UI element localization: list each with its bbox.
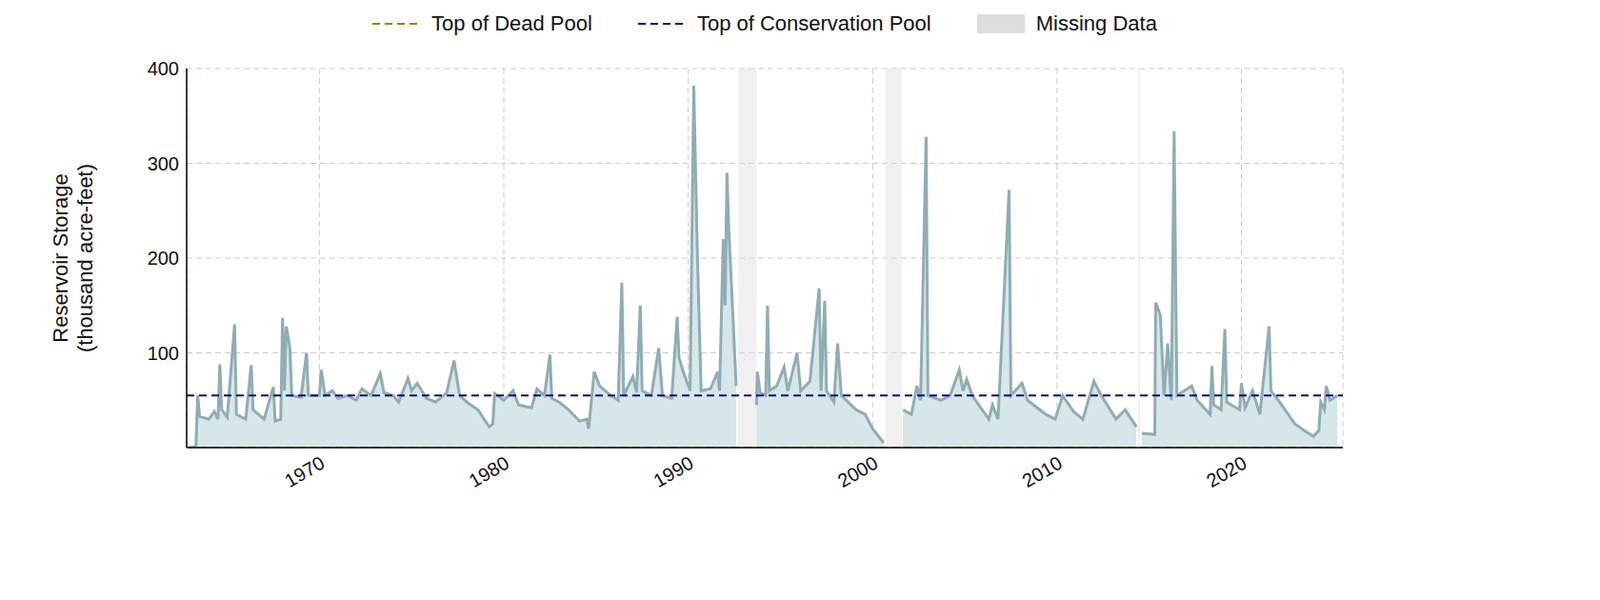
svg-text:200: 200: [147, 247, 180, 269]
svg-text:2020: 2020: [1202, 452, 1251, 492]
svg-text:300: 300: [147, 153, 180, 175]
svg-text:1990: 1990: [649, 452, 698, 492]
svg-text:2010: 2010: [1018, 452, 1066, 492]
html-text:Missing Data: Missing Data: [1035, 11, 1158, 36]
html-text:(thousand acre-feet): (thousand acre-feet): [73, 163, 98, 353]
svg-text:2000: 2000: [834, 452, 882, 492]
svg-text:100: 100: [147, 342, 180, 364]
svg-text:1970: 1970: [280, 452, 329, 492]
html-text:Top of Dead Pool: Top of Dead Pool: [431, 11, 593, 36]
html-text:Reservoir Storage: Reservoir Storage: [48, 173, 73, 343]
svg-text:400: 400: [147, 58, 180, 80]
html-text:Top of Conservation Pool: Top of Conservation Pool: [697, 11, 932, 36]
svg-text:1980: 1980: [465, 452, 514, 492]
